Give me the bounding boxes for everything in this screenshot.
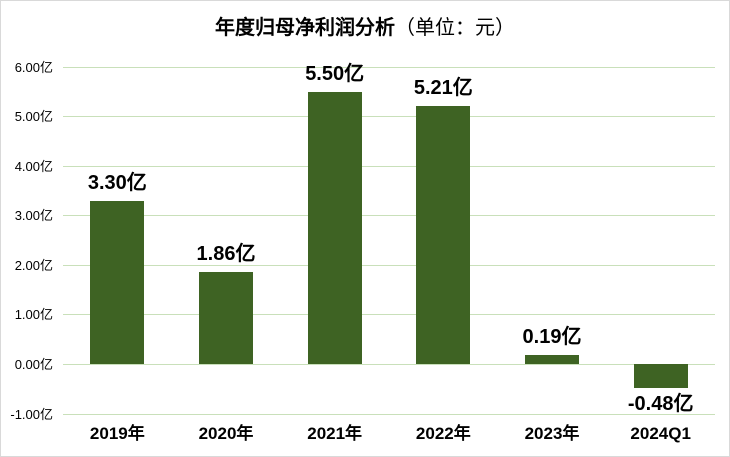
gridline — [63, 66, 715, 68]
bar-value-label: -0.48亿 — [627, 393, 694, 416]
gridline — [63, 314, 715, 316]
bar-value-label: 0.19亿 — [522, 326, 582, 348]
bar — [416, 106, 471, 365]
bar-value-label: 3.30亿 — [87, 171, 147, 194]
x-category-label: 2023年 — [524, 424, 580, 443]
chart-title-main: 年度归母净利润分析 — [215, 17, 395, 39]
bar — [525, 355, 579, 365]
x-category-label: 2022年 — [415, 424, 471, 443]
gridline — [63, 413, 715, 415]
y-tick-label: 6.00亿 — [14, 59, 53, 75]
y-tick-label: 1.00亿 — [14, 307, 53, 323]
gridline — [63, 116, 715, 118]
y-tick-label: 3.00亿 — [14, 208, 53, 224]
x-category-label: 2019年 — [89, 424, 145, 443]
y-tick-label: 2.00亿 — [14, 257, 53, 273]
y-tick-label: -1.00亿 — [10, 406, 53, 422]
gridline — [63, 363, 715, 365]
x-category-label: 2024Q1 — [630, 424, 691, 443]
x-category-label: 2021年 — [307, 424, 363, 443]
gridline — [63, 165, 715, 167]
y-tick-label: 0.00亿 — [14, 356, 53, 372]
bar-value-label: 1.86亿 — [196, 243, 256, 266]
bar-value-label: 5.21亿 — [413, 77, 473, 100]
y-tick-label: 5.00亿 — [14, 109, 53, 125]
gridline — [63, 215, 715, 217]
chart-title: 年度归母净利润分析（单位：元） — [1, 15, 729, 41]
bar — [199, 272, 253, 365]
bar — [307, 91, 362, 365]
bar-value-label: 5.50亿 — [305, 62, 365, 85]
chart-title-unit: （单位：元） — [395, 17, 515, 39]
y-tick-label: 4.00亿 — [14, 158, 53, 174]
gridline — [63, 264, 715, 266]
bar — [633, 364, 688, 389]
bar — [90, 200, 145, 365]
x-category-label: 2020年 — [198, 424, 254, 443]
